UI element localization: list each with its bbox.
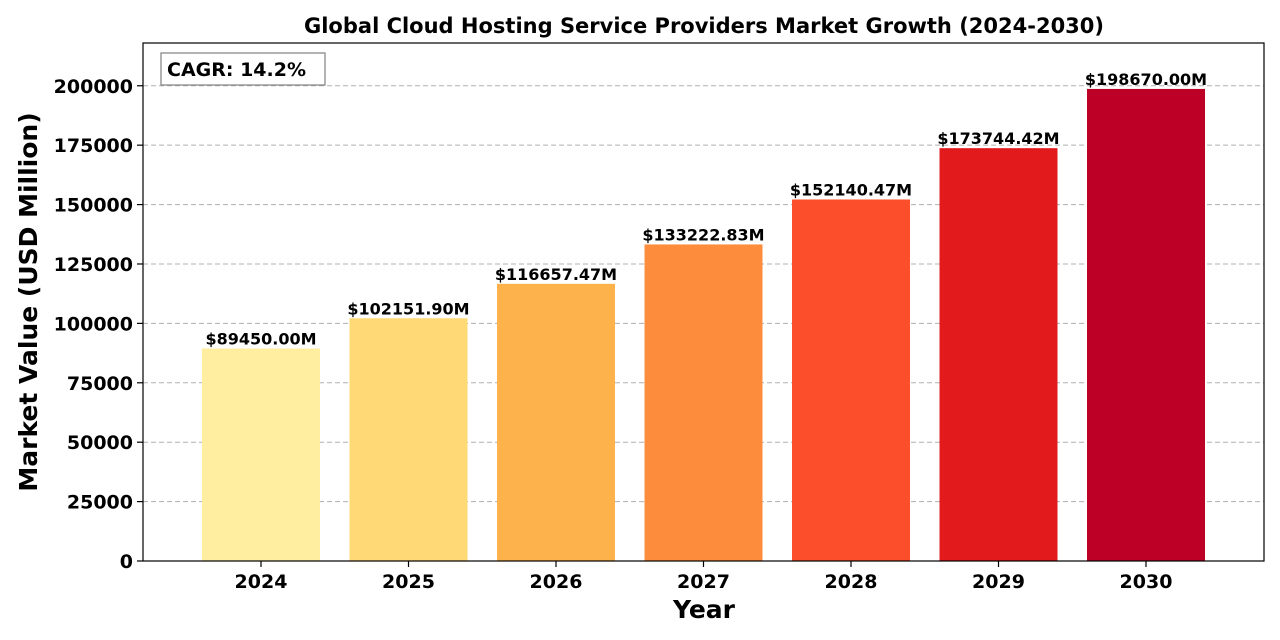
x-tick-label-2029: 2029 (972, 571, 1025, 593)
data-label-2029: $173744.42M (937, 129, 1059, 148)
data-label-2025: $102151.90M (347, 299, 469, 318)
y-tick-label-7: 175000 (54, 135, 133, 157)
y-tick-label-6: 150000 (54, 195, 133, 217)
y-tick-label-2: 50000 (67, 432, 133, 454)
chart-title: Global Cloud Hosting Service Providers M… (304, 14, 1104, 38)
bar-layer (202, 88, 1205, 562)
bar-2026 (497, 283, 615, 561)
bar-2029 (939, 148, 1058, 561)
bar-2027 (644, 244, 763, 561)
x-axis-ticks: 2024 2025 2026 2027 2028 2029 2030 (235, 561, 1173, 593)
bar-2025 (349, 318, 468, 561)
data-label-2027: $133222.83M (642, 225, 764, 244)
bar-2030 (1087, 88, 1205, 562)
data-label-2026: $116657.47M (495, 265, 617, 284)
y-tick-label-5: 125000 (54, 254, 133, 276)
bar-2024 (202, 348, 320, 561)
data-label-2024: $89450.00M (205, 329, 316, 348)
cagr-annotation: CAGR: 14.2% (160, 52, 326, 86)
data-label-layer: $89450.00M $102151.90M $116657.47M $133222.… (205, 70, 1207, 349)
x-tick-label-2025: 2025 (382, 571, 435, 593)
bar-2028 (792, 199, 910, 561)
data-label-2028: $152140.47M (790, 180, 912, 199)
data-label-2030: $198670.00M (1085, 70, 1207, 89)
x-tick-label-2028: 2028 (825, 571, 878, 593)
y-tick-label-1: 25000 (67, 492, 133, 514)
x-tick-label-2026: 2026 (530, 571, 583, 593)
x-tick-label-2027: 2027 (677, 571, 730, 593)
y-tick-label-0: 0 (120, 551, 133, 573)
y-tick-label-8: 200000 (54, 76, 133, 98)
x-tick-label-2030: 2030 (1120, 571, 1173, 593)
x-tick-label-2024: 2024 (235, 571, 288, 593)
y-axis-ticks: 0 25000 50000 75000 100000 125000 150000 175000… (54, 76, 143, 573)
cagr-box (160, 52, 326, 86)
y-tick-label-4: 100000 (54, 313, 133, 335)
y-tick-label-3: 75000 (67, 373, 133, 395)
x-axis-label: Year (672, 595, 736, 624)
cagr-text: CAGR: 14.2% (167, 59, 306, 81)
y-axis-label: Market Value (USD Million) (14, 112, 43, 491)
